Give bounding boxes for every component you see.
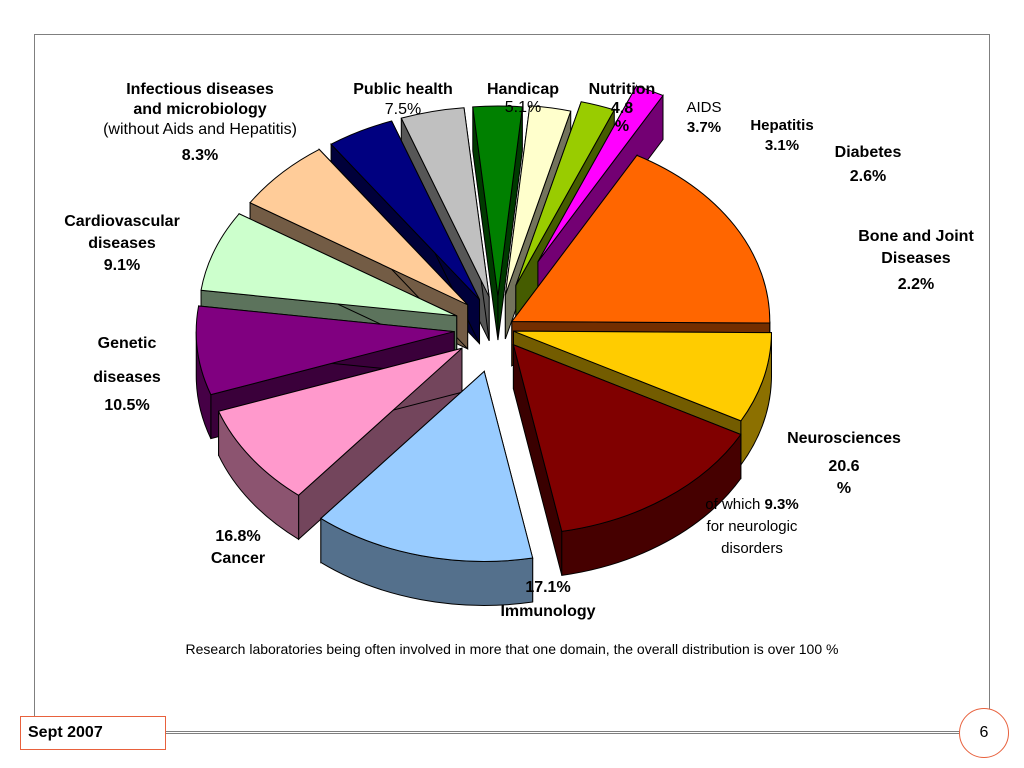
- neurologic-note-value: 9.3%: [764, 496, 799, 513]
- pie-slice-2-top: [512, 343, 742, 532]
- label-cardiovascular-value: 9.1%: [103, 257, 141, 274]
- slide-frame: [34, 34, 990, 732]
- pie-slice-6-top: [200, 213, 457, 317]
- pie-slice-0-top: [510, 154, 771, 324]
- label-hepatitis-value: 3.1%: [764, 137, 800, 154]
- label-diabetes: Diabetes 2.6%: [818, 141, 918, 189]
- pie-slice-4-top: [217, 347, 463, 496]
- label-cancer: 16.8% Cancer: [186, 526, 290, 570]
- pie-slice-11-top: [504, 105, 572, 296]
- pie-slice-9-top: [400, 107, 490, 298]
- label-nutrition: Nutrition 4.8 %: [576, 80, 668, 136]
- label-genetic: Genetic diseases 10.5%: [74, 327, 180, 417]
- pie-slice-3-top: [320, 370, 534, 562]
- pie-slice-3: [320, 370, 534, 606]
- label-aids-name: AIDS: [686, 99, 722, 116]
- label-nutrition-name: Nutrition: [588, 81, 656, 98]
- neurologic-note-line-3: disorders: [721, 540, 783, 557]
- label-cardiovascular: Cardiovascular diseases 9.1%: [40, 211, 204, 277]
- label-public-health-name: Public health: [353, 81, 453, 98]
- label-bone-joint-name: Bone and Joint Diseases: [858, 228, 974, 267]
- label-immunology: 17.1% Immunology: [470, 576, 626, 624]
- label-bone-joint: Bone and Joint Diseases 2.2%: [836, 226, 996, 296]
- label-neurosciences-value: 20.6 %: [828, 458, 860, 497]
- pie-slice-4: [217, 347, 463, 541]
- date-tag: Sept 2007: [20, 716, 166, 750]
- label-cancer-value: 16.8%: [215, 528, 261, 545]
- label-nutrition-value: 4.8 %: [610, 100, 634, 135]
- page-number: 6: [959, 708, 1009, 758]
- pie-slice-10-top: [472, 105, 523, 297]
- label-handicap-name: Handicap: [486, 81, 559, 98]
- neurologic-note-line-2: for neurologic: [706, 518, 798, 535]
- label-neurologic-note: of which 9.3% for neurologic disorders: [672, 494, 832, 560]
- pie-slice-13-top: [537, 85, 664, 262]
- label-neurosciences: Neurosciences 20.6 %: [766, 428, 922, 500]
- pie-slice-5-top: [195, 305, 455, 396]
- neurologic-note-line-1: of which 9.3%: [672, 494, 832, 516]
- label-hepatitis: Hepatitis 3.1%: [738, 116, 826, 156]
- label-neurosciences-name: Neurosciences: [787, 430, 901, 447]
- label-diabetes-value: 2.6%: [849, 168, 887, 185]
- pie-slice-2: [512, 343, 742, 576]
- pie-slice-12-top: [515, 101, 616, 286]
- pie-slice-10: [472, 105, 523, 341]
- label-immunology-name: Immunology: [500, 603, 596, 620]
- pie-slice-8-top: [330, 120, 480, 300]
- label-aids: AIDS 3.7%: [672, 98, 736, 138]
- footer-line: [166, 733, 959, 734]
- label-genetic-value: 10.5%: [104, 397, 150, 414]
- label-infectious-sub: (without Aids and Hepatitis): [103, 121, 297, 138]
- label-hepatitis-name: Hepatitis: [750, 117, 814, 134]
- footnote: Research laboratories being often involv…: [185, 641, 839, 657]
- pie-slice-7-top: [249, 148, 468, 306]
- pie-slice-1-top: [513, 330, 773, 422]
- label-public-health: Public health 7.5%: [336, 80, 470, 120]
- label-cardiovascular-name: Cardiovascular diseases: [64, 213, 180, 252]
- label-infectious: Infectious diseases and microbiology (wi…: [82, 80, 318, 166]
- label-handicap: Handicap 5.1%: [474, 80, 572, 118]
- label-cancer-name: Cancer: [210, 550, 266, 567]
- label-handicap-value: 5.1%: [504, 99, 542, 116]
- label-diabetes-name: Diabetes: [834, 144, 902, 161]
- label-immunology-value: 17.1%: [525, 579, 571, 596]
- label-bone-joint-value: 2.2%: [897, 276, 935, 293]
- label-infectious-value: 8.3%: [181, 147, 219, 164]
- label-aids-value: 3.7%: [686, 119, 722, 136]
- label-genetic-name: Genetic diseases: [93, 335, 161, 386]
- label-public-health-value: 7.5%: [384, 101, 422, 118]
- neurologic-note-prefix: of which: [705, 496, 765, 513]
- label-infectious-name: Infectious diseases and microbiology: [126, 81, 274, 118]
